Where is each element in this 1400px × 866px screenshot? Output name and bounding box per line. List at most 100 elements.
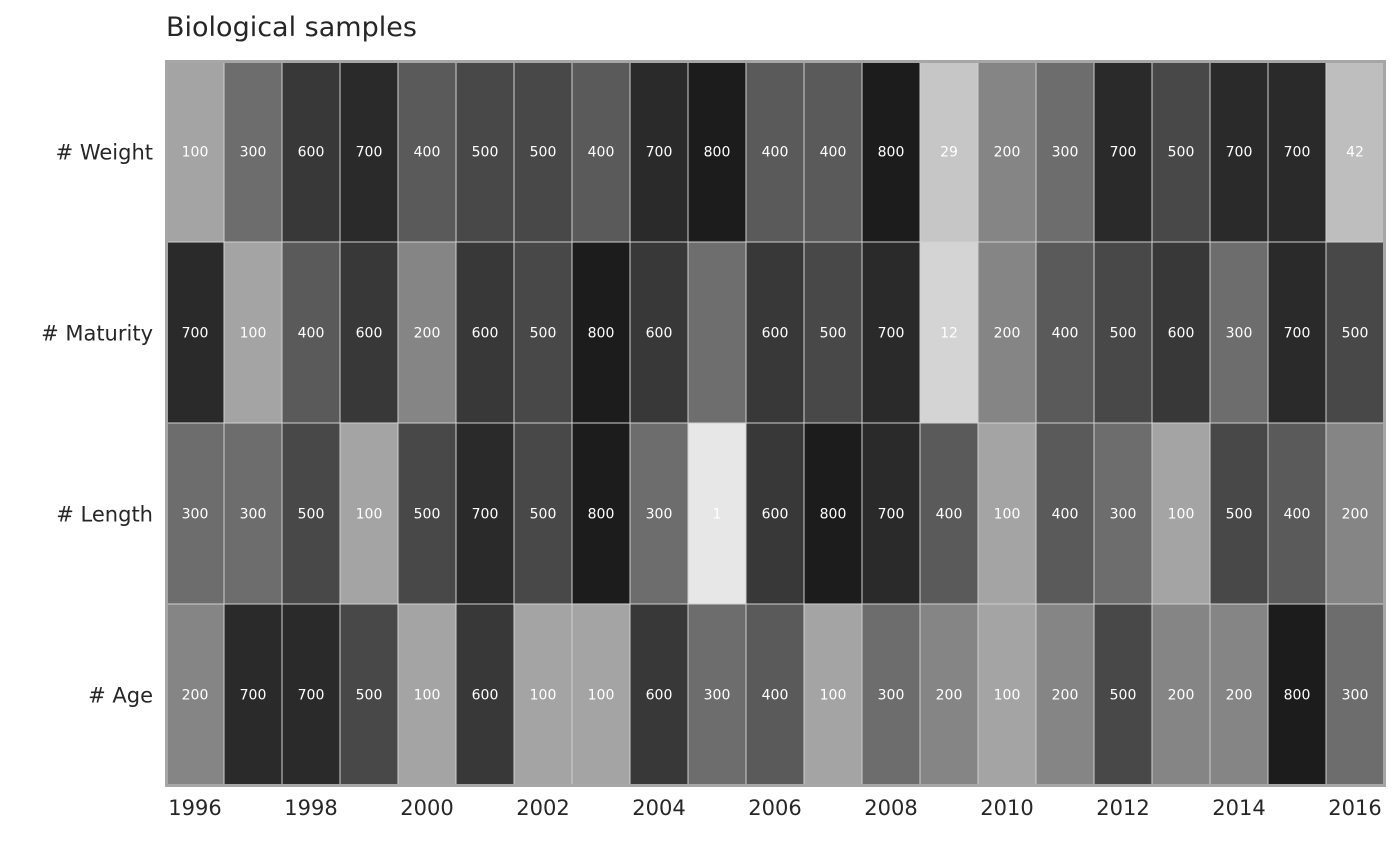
heatmap-cells: 100 300 600 700 400 500 500 400 700 800 400 400 800 2… [165,60,1385,786]
cell-value-label: 700 [298,688,325,704]
cell-value-label: 600 [356,326,383,342]
cell-value-label: 500 [1110,688,1137,704]
x-tick-label: 2010 [980,796,1033,820]
cell-value-label: 500 [1226,507,1253,523]
heatmap-cell [977,241,1037,424]
heatmap-cell [339,422,399,605]
heatmap-cell [339,603,399,786]
heatmap-cell [1209,241,1269,424]
cell-value-label: 300 [1052,145,1079,161]
cell-value-label: 600 [762,507,789,523]
cell-value-label: 600 [472,326,499,342]
heatmap-cell [571,603,631,786]
cell-value-label: 12 [940,326,958,342]
heatmap-cell [687,603,747,786]
cell-value-label: 800 [1284,688,1311,704]
heatmap-cell [977,603,1037,786]
heatmap-cell [861,422,921,605]
heatmap-cell [1093,241,1153,424]
cell-value-label: 300 [240,507,267,523]
cell-value-label: 700 [1226,145,1253,161]
heatmap-cell [455,603,515,786]
cell-value-label: 700 [240,688,267,704]
x-tick-labels: 1996 1998 2000 2002 2004 2006 2008 2010 2012 2014… [168,796,1381,820]
cell-value-label: 42 [1346,145,1364,161]
cell-value-label: 700 [878,507,905,523]
heatmap-cell [745,241,805,424]
heatmap-cell [1093,60,1153,243]
cell-value-label: 500 [820,326,847,342]
x-tick-label: 2004 [632,796,685,820]
row-labels: # Weight # Maturity # Length # Age [41,141,153,708]
cell-value-label: 700 [646,145,673,161]
cell-value-label: 600 [762,326,789,342]
heatmap-cell [165,241,225,424]
row-label: # Age [88,684,153,708]
cell-value-label: 800 [588,507,615,523]
heatmap-cell [861,603,921,786]
heatmap-cell [861,60,921,243]
cell-value-label: 800 [704,145,731,161]
cell-value-label: 200 [1342,507,1369,523]
heatmap-cell [1093,603,1153,786]
cell-value-label: 100 [994,688,1021,704]
cell-value-label: 400 [762,688,789,704]
heatmap-cell [571,241,631,424]
cell-value-label: 700 [1284,326,1311,342]
heatmap-cell [1209,60,1269,243]
heatmap-cell [687,60,747,243]
cell-value-label: 100 [414,688,441,704]
heatmap-cell [1035,241,1095,424]
cell-value-label: 200 [414,326,441,342]
cell-value-label: 1 [713,507,722,523]
cell-value-label: 200 [936,688,963,704]
cell-value-label: 500 [472,145,499,161]
heatmap-cell [571,60,631,243]
heatmap-cell [919,603,979,786]
cell-value-label: 800 [878,145,905,161]
cell-value-label: 200 [1168,688,1195,704]
heatmap-cell [513,241,573,424]
x-tick-label: 2006 [748,796,801,820]
heatmap-cell [803,60,863,243]
heatmap-cell [1151,241,1211,424]
cell-value-label: 500 [1342,326,1369,342]
heatmap-cell [455,241,515,424]
cell-value-label: 300 [240,145,267,161]
heatmap-cell [977,60,1037,243]
cell-value-label: 700 [356,145,383,161]
cell-value-label: 800 [588,326,615,342]
cell-value-label: 200 [1226,688,1253,704]
heatmap-cell [455,422,515,605]
heatmap-cell [687,422,747,605]
heatmap-cell [1151,422,1211,605]
cell-value-label: 600 [646,688,673,704]
heatmap-cell [629,422,689,605]
cell-value-label: 100 [182,145,209,161]
cell-value-label: 400 [1052,326,1079,342]
cell-value-label: 700 [182,326,209,342]
row-label: # Length [56,503,153,527]
cell-value-label: 400 [298,326,325,342]
cell-value-label: 29 [940,145,958,161]
heatmap-cell [687,241,747,424]
cell-value-label: 500 [530,145,557,161]
cell-value-label: 400 [588,145,615,161]
heatmap-cell [339,241,399,424]
row-label: # Maturity [41,322,153,346]
heatmap-cell [745,603,805,786]
plot-frame [165,60,1386,787]
cell-value-label: 400 [936,507,963,523]
heatmap-cell [1151,60,1211,243]
cell-value-label: 700 [1110,145,1137,161]
x-tick-label: 2000 [400,796,453,820]
cell-value-label: 400 [1052,507,1079,523]
cell-value-label: 100 [994,507,1021,523]
heatmap-cell [1209,603,1269,786]
cell-value-label: 600 [298,145,325,161]
cell-value-label: 300 [1110,507,1137,523]
heatmap-cell [339,60,399,243]
cell-value-label: 600 [472,688,499,704]
heatmap-cell [513,422,573,605]
